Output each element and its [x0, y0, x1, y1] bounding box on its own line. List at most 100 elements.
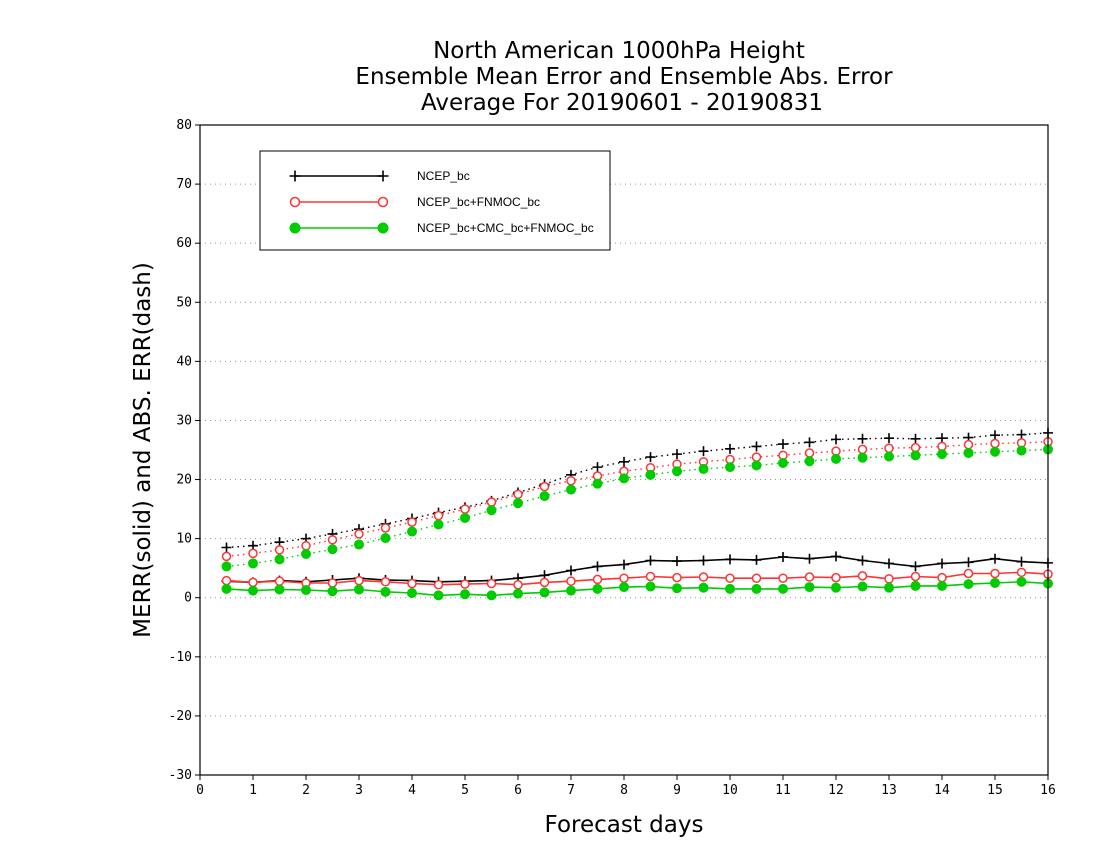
- dot-marker: [289, 222, 301, 234]
- circle-marker: [513, 579, 523, 590]
- dot-marker: [751, 460, 762, 471]
- dot-marker: [460, 512, 470, 523]
- plus-marker: [592, 561, 603, 572]
- x-tick-label: 1: [249, 783, 257, 798]
- circle-marker: [831, 572, 841, 583]
- dot-marker: [725, 462, 735, 473]
- dot-marker: [221, 583, 232, 594]
- dot-marker: [910, 580, 921, 591]
- circle-marker: [513, 489, 523, 500]
- circle-marker: [460, 504, 470, 514]
- dot-marker: [380, 533, 391, 544]
- circle-marker: [857, 444, 868, 455]
- dot-marker: [592, 478, 603, 489]
- plus-marker: [884, 433, 894, 444]
- circle-marker: [751, 452, 762, 462]
- circle-marker: [698, 572, 709, 582]
- plus-marker: [831, 551, 841, 562]
- plus-marker: [566, 565, 576, 576]
- dot-marker: [619, 473, 629, 484]
- plus-marker: [778, 551, 788, 562]
- circle-marker: [248, 548, 258, 559]
- dot-marker: [248, 558, 258, 569]
- dot-marker: [301, 585, 311, 596]
- dot-marker: [248, 585, 258, 596]
- plus-marker: [804, 553, 815, 564]
- dot-marker: [698, 463, 709, 474]
- plus-marker: [619, 456, 629, 467]
- circle-marker: [221, 575, 232, 586]
- dot-marker: [1016, 576, 1027, 587]
- plus-marker: [221, 542, 232, 553]
- dot-marker: [725, 583, 735, 594]
- plus-marker: [751, 441, 762, 452]
- x-tick-label: 5: [461, 783, 469, 798]
- legend-item: NCEP_bc+CMC_bc+FNMOC_bc: [289, 221, 594, 235]
- y-tick-label: 60: [176, 236, 192, 251]
- dot-marker: [566, 484, 576, 495]
- dot-marker: [407, 526, 417, 537]
- circle-marker: [327, 578, 338, 588]
- plus-marker: [645, 452, 656, 463]
- title-line-2: Ensemble Mean Error and Ensemble Abs. Er…: [355, 64, 893, 90]
- y-tick-label: 70: [176, 177, 192, 192]
- dot-marker: [990, 577, 1000, 588]
- circle-marker: [619, 573, 629, 583]
- x-axis-title: Forecast days: [545, 812, 704, 838]
- circle-marker: [221, 551, 232, 562]
- circle-marker: [751, 573, 762, 583]
- dot-marker: [433, 590, 444, 601]
- dot-marker: [513, 498, 523, 509]
- circle-marker: [327, 535, 338, 545]
- plus-marker: [804, 437, 815, 448]
- dot-marker: [486, 590, 497, 601]
- circle-marker: [354, 529, 364, 539]
- x-tick-label: 7: [567, 783, 575, 798]
- circle-marker: [645, 571, 656, 582]
- dot-marker: [884, 451, 894, 462]
- dot-marker: [831, 582, 841, 593]
- y-tick-label: 80: [176, 118, 192, 133]
- dot-marker: [486, 505, 497, 516]
- circle-marker: [566, 576, 576, 586]
- x-tick-label: 15: [987, 783, 1003, 798]
- circle-marker: [539, 481, 550, 492]
- legend-items: NCEP_bc NCEP_bc+FNMOC_bc NCEP_bc+CMC_bc+FN…: [289, 169, 594, 235]
- circle-marker: [486, 578, 497, 589]
- plus-marker: [377, 170, 389, 182]
- dot-marker: [619, 582, 629, 593]
- y-tick-label: -20: [169, 709, 192, 724]
- circle-marker: [963, 439, 974, 450]
- circle-marker: [990, 438, 1000, 449]
- dot-marker: [645, 469, 656, 480]
- legend-item: NCEP_bc+FNMOC_bc: [289, 195, 540, 209]
- merr-line: [226, 580, 1049, 597]
- dot-marker: [857, 452, 868, 463]
- legend-label: NCEP_bc+CMC_bc+FNMOC_bc: [417, 221, 594, 235]
- plus-marker: [990, 430, 1000, 441]
- plus-marker: [672, 449, 682, 460]
- plus-marker: [937, 433, 947, 444]
- dot-marker: [221, 561, 232, 572]
- dot-marker: [1016, 445, 1027, 456]
- circle-marker: [289, 196, 301, 208]
- circle-marker: [592, 574, 603, 585]
- y-tick-label: 40: [176, 354, 192, 369]
- circle-marker: [301, 540, 311, 551]
- plus-marker: [937, 558, 947, 569]
- plus-marker: [857, 433, 868, 444]
- dot-marker: [645, 581, 656, 592]
- legend-label: NCEP_bc: [417, 169, 470, 183]
- plus-marker: [751, 554, 762, 565]
- legend-label: NCEP_bc+FNMOC_bc: [417, 195, 540, 209]
- y-tick-label: 50: [176, 295, 192, 310]
- circle-marker: [377, 196, 389, 208]
- y-tick-label: 20: [176, 473, 192, 488]
- dot-marker: [380, 586, 391, 597]
- dot-marker: [566, 585, 576, 596]
- dot-marker: [354, 539, 364, 550]
- plus-marker: [990, 553, 1000, 564]
- circle-marker: [725, 573, 735, 583]
- dot-marker: [407, 588, 417, 598]
